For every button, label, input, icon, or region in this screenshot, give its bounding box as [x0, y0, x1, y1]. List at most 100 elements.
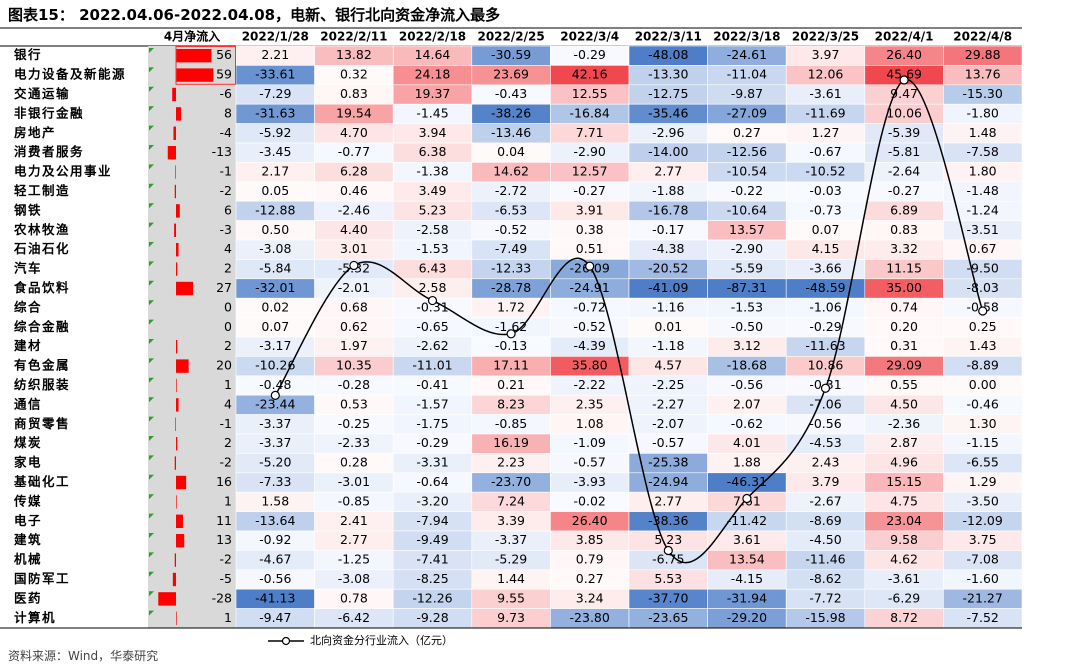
cell-value: 3.91: [576, 202, 604, 217]
date-header-cell: [944, 29, 1021, 45]
cell-value: 0.25: [969, 319, 997, 334]
cell-value: -18.68: [727, 358, 767, 373]
cell-value: -2.67: [809, 493, 841, 508]
cell-value: -6.29: [888, 590, 920, 605]
april-bar: [176, 437, 178, 451]
april-value: -3: [220, 222, 232, 237]
april-value: 27: [216, 280, 232, 295]
sector-name: 房地产: [14, 125, 56, 140]
april-bar: [176, 107, 182, 121]
cell-value: 19.54: [336, 105, 372, 120]
comment-marker: [149, 67, 154, 73]
cell-value: -31.94: [727, 590, 767, 605]
april-bar: [175, 165, 176, 179]
date-header: 2022/3/18: [713, 30, 780, 44]
sector-name: 计算机: [14, 610, 56, 625]
series-point: [820, 383, 831, 393]
april-value: -28: [212, 590, 232, 605]
comment-marker: [149, 319, 154, 325]
date-header: 2022/2/11: [320, 30, 387, 44]
cell-value: 0.28: [340, 455, 368, 470]
sector-name: 医药: [14, 590, 42, 605]
cell-value: -1.09: [574, 435, 606, 450]
cell-value: -0.56: [259, 571, 291, 586]
cell-value: -28.78: [491, 280, 531, 295]
cell-value: 26.40: [572, 513, 608, 528]
cell-value: -38.26: [491, 105, 531, 120]
cell-value: 0.07: [812, 222, 840, 237]
cell-value: -3.20: [416, 493, 448, 508]
sector-name: 农林牧渔: [13, 222, 70, 237]
april-value: 0: [224, 299, 232, 314]
cell-value: -3.51: [967, 222, 999, 237]
cell-value: -1.53: [731, 299, 763, 314]
cell-value: 1.72: [497, 299, 525, 314]
cell-value: 7.71: [576, 125, 604, 140]
cell-value: -5.84: [259, 261, 291, 276]
date-header: 2022/3/11: [635, 30, 702, 44]
sector-name: 电子: [14, 513, 42, 528]
comment-marker: [149, 474, 154, 480]
april-bar: [176, 340, 178, 354]
comment-marker: [149, 377, 154, 383]
cell-value: 4.96: [890, 455, 918, 470]
april-value: 1: [224, 377, 232, 392]
cell-value: 3.61: [733, 532, 761, 547]
cell-value: -20.52: [648, 261, 688, 276]
comment-marker: [149, 261, 154, 267]
date-header: 2022/2/25: [477, 30, 544, 44]
date-header-cell: [865, 29, 943, 45]
cell-value: -0.17: [652, 222, 684, 237]
comment-marker: [149, 455, 154, 461]
cell-value: -11.01: [412, 358, 452, 373]
cell-value: 3.39: [497, 513, 525, 528]
cell-value: -41.09: [648, 280, 688, 295]
cell-value: -3.66: [809, 261, 841, 276]
cell-value: 9.58: [890, 532, 918, 547]
cell-value: -30.59: [491, 47, 531, 62]
cell-value: 0.83: [890, 222, 918, 237]
sector-name: 综合金融: [14, 319, 70, 334]
april-bar: [167, 146, 176, 160]
cell-value: 4.15: [812, 241, 840, 256]
april-value: -1: [220, 164, 232, 179]
cell-value: -12.33: [491, 261, 531, 276]
cell-value: -9.50: [967, 261, 999, 276]
series-line: [274, 79, 984, 564]
cell-value: -87.31: [727, 280, 767, 295]
april-bar: [176, 398, 179, 412]
cell-value: 23.69: [493, 67, 529, 82]
cell-value: 0.83: [340, 86, 368, 101]
cell-value: 0.27: [576, 571, 604, 586]
sector-name: 建筑: [14, 532, 42, 547]
cell-value: -7.72: [809, 590, 841, 605]
series-point: [742, 493, 752, 504]
cell-value: 0.05: [261, 183, 289, 198]
cell-value: 3.01: [340, 241, 368, 256]
cell-value: -7.06: [809, 396, 841, 411]
sector-name: 汽车: [14, 261, 42, 276]
comment-marker: [149, 513, 154, 519]
cell-value: -7.08: [967, 552, 999, 567]
cell-value: -24.91: [570, 280, 610, 295]
comment-marker: [149, 300, 154, 306]
cell-value: 2.77: [654, 164, 682, 179]
comment-marker: [149, 48, 154, 53]
cell-value: -37.70: [648, 590, 688, 605]
cell-value: -3.17: [259, 338, 291, 353]
cell-value: 6.89: [890, 202, 918, 217]
cell-value: -1.16: [652, 299, 684, 314]
cell-value: -1.75: [416, 416, 448, 431]
sector-name: 建材: [14, 338, 42, 353]
cell-value: -0.28: [338, 377, 370, 392]
cell-value: 0.21: [497, 377, 525, 392]
cell-value: 2.21: [261, 47, 289, 62]
cell-value: -23.44: [255, 396, 295, 411]
date-header-cell: [630, 29, 707, 45]
cell-value: 3.97: [812, 47, 840, 62]
date-header: 2022/3/4: [560, 30, 619, 44]
cell-value: -12.88: [255, 202, 295, 217]
cell-value: 1.43: [969, 338, 997, 353]
cell-value: -2.64: [888, 164, 920, 179]
series-point: [349, 260, 359, 271]
